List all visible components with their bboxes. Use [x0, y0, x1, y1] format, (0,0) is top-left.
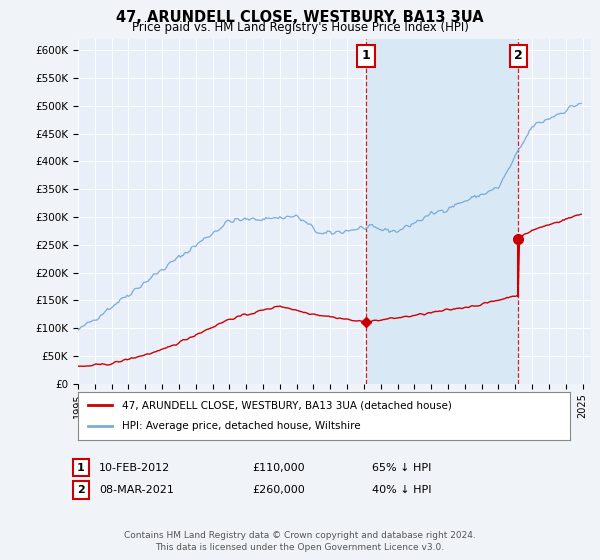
- Text: 65% ↓ HPI: 65% ↓ HPI: [372, 463, 431, 473]
- Text: £260,000: £260,000: [252, 485, 305, 495]
- Bar: [366, 39, 518, 384]
- Text: 1: 1: [77, 463, 85, 473]
- Text: 08-MAR-2021: 08-MAR-2021: [99, 485, 174, 495]
- Text: 47, ARUNDELL CLOSE, WESTBURY, BA13 3UA: 47, ARUNDELL CLOSE, WESTBURY, BA13 3UA: [116, 10, 484, 25]
- Text: 2: 2: [77, 485, 85, 495]
- Text: Price paid vs. HM Land Registry's House Price Index (HPI): Price paid vs. HM Land Registry's House …: [131, 21, 469, 34]
- Text: 2: 2: [514, 49, 523, 62]
- Text: Contains HM Land Registry data © Crown copyright and database right 2024.
This d: Contains HM Land Registry data © Crown c…: [124, 531, 476, 552]
- Text: £110,000: £110,000: [252, 463, 305, 473]
- Text: 47, ARUNDELL CLOSE, WESTBURY, BA13 3UA (detached house): 47, ARUNDELL CLOSE, WESTBURY, BA13 3UA (…: [122, 400, 452, 410]
- Text: 10-FEB-2012: 10-FEB-2012: [99, 463, 170, 473]
- Text: 40% ↓ HPI: 40% ↓ HPI: [372, 485, 431, 495]
- Text: HPI: Average price, detached house, Wiltshire: HPI: Average price, detached house, Wilt…: [122, 421, 361, 431]
- Text: 1: 1: [362, 49, 370, 62]
